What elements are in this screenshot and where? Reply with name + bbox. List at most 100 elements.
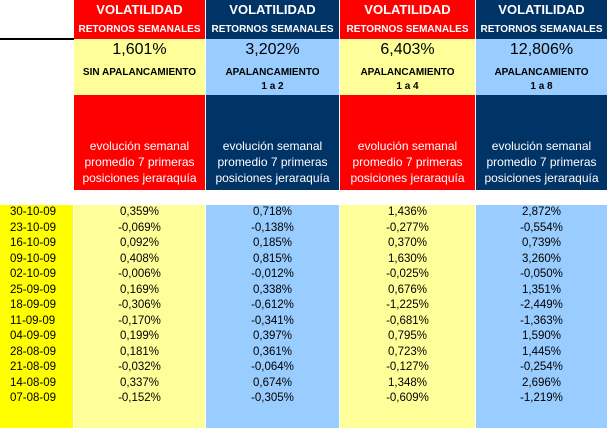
value-cell: 1,445% (521, 345, 561, 358)
description-cell: evolución semanal promedio 7 primeras po… (476, 95, 607, 190)
date-cell: 09-10-09 (10, 252, 57, 265)
leverage-label: APALANCAMIENTO 1 a 8 (476, 66, 607, 94)
value-cell: -0,305% (251, 392, 294, 404)
leverage-ratio: 1 a 2 (261, 81, 284, 92)
description-line: evolución semanal (89, 139, 190, 153)
value-cell: 1,590% (521, 330, 561, 342)
description-cell: evolución semanal promedio 7 primeras po… (206, 95, 339, 190)
value-cell: -1,219% (520, 392, 563, 404)
value-cell: 0,408% (119, 252, 159, 265)
volatilidad-header: VOLATILIDAD (476, 0, 607, 20)
column-apalancamiento-1a4: VOLATILIDAD RETORNOS SEMANALES 6,403% AP… (340, 0, 475, 428)
value-cell: 0,361% (252, 345, 292, 358)
date-cell: 02-10-09 (10, 268, 57, 280)
values-list: 1,436% -0,277% 0,370% 1,630% -0,025% 0,676% -1… (340, 205, 475, 428)
volatility-percent: 6,403% (380, 41, 435, 58)
value-cell: -0,341% (251, 314, 294, 327)
volatilidad-header: VOLATILIDAD (206, 0, 339, 20)
value-cell: 0,181% (119, 345, 159, 358)
description-line: posiciones jeraraquía (484, 171, 599, 185)
value-cell: 0,674% (252, 376, 292, 389)
date-cell: 18-09-09 (10, 299, 57, 311)
values-list: 0,359% -0,069% 0,092% 0,408% -0,006% 0,169% -0… (74, 205, 205, 428)
value-cell: 0,337% (119, 376, 159, 389)
value-cell: 0,718% (252, 206, 292, 218)
value-cell: -2,449% (520, 299, 563, 311)
value-cell: -0,306% (118, 299, 161, 311)
value-cell: 3,260% (521, 252, 561, 265)
date-cell: 07-08-09 (10, 392, 57, 404)
date-list: 30-10-09 23-10-09 16-10-09 09-10-09 02-10-09… (0, 205, 73, 428)
date-column: 30-10-09 23-10-09 16-10-09 09-10-09 02-10-09… (0, 0, 74, 428)
value-cell: 1,351% (521, 283, 561, 296)
retornos-header: RETORNOS SEMANALES (206, 20, 339, 39)
leverage-ratio: 1 a 4 (396, 81, 419, 92)
value-cell: -0,127% (386, 361, 429, 373)
volatility-summary-cell: 12,806% APALANCAMIENTO 1 a 8 (476, 39, 607, 95)
leverage-label: APALANCAMIENTO 1 a 2 (206, 66, 339, 94)
value-cell: 0,359% (119, 206, 159, 218)
value-cell: -0,609% (386, 392, 429, 404)
value-cell: -0,012% (251, 268, 294, 280)
retornos-header: RETORNOS SEMANALES (74, 20, 205, 39)
volatility-percent: 12,806% (509, 41, 574, 58)
description-line: promedio 7 primeras (486, 155, 597, 169)
value-cell: 0,169% (119, 283, 159, 296)
value-cell: -1,363% (520, 314, 563, 327)
value-cell: 0,199% (119, 330, 159, 342)
value-cell: -0,069% (118, 221, 161, 234)
date-cell: 30-10-09 (10, 206, 57, 218)
value-cell: 0,795% (387, 330, 427, 342)
leverage-text: APALANCAMIENTO (225, 67, 320, 78)
value-cell: -0,170% (118, 314, 161, 327)
volatility-percent: 1,601% (112, 41, 167, 58)
value-cell: 0,397% (252, 330, 292, 342)
volatility-summary-cell: 1,601% SIN APALANCAMIENTO (74, 39, 205, 95)
value-cell: 0,092% (119, 237, 159, 249)
values-list: 0,718% -0,138% 0,185% 0,815% -0,012% 0,338% -0… (206, 205, 339, 428)
value-cell: -0,138% (251, 221, 294, 234)
retornos-header: RETORNOS SEMANALES (340, 20, 475, 39)
value-cell: -0,681% (386, 314, 429, 327)
value-cell: 1,436% (387, 206, 427, 218)
value-cell: -0,612% (251, 299, 294, 311)
value-cell: 0,338% (252, 283, 292, 296)
date-cell: 16-10-09 (10, 237, 57, 249)
value-cell: -0,554% (520, 221, 563, 234)
header-divider (0, 38, 74, 40)
value-cell: -0,152% (118, 392, 161, 404)
volatilidad-header: VOLATILIDAD (74, 0, 205, 20)
column-sin-apalancamiento: VOLATILIDAD RETORNOS SEMANALES 1,601% SI… (74, 0, 205, 428)
description-line: evolución semanal (222, 139, 323, 153)
value-cell: 0,185% (252, 237, 292, 249)
value-cell: -0,025% (386, 268, 429, 280)
value-cell: -0,254% (520, 361, 563, 373)
description-cell: evolución semanal promedio 7 primeras po… (74, 95, 205, 190)
leverage-label: SIN APALANCAMIENTO (82, 67, 197, 78)
value-cell: 0,723% (387, 345, 427, 358)
value-cell: 2,872% (521, 206, 561, 218)
value-cell: 1,348% (387, 376, 427, 389)
description-cell: evolución semanal promedio 7 primeras po… (340, 95, 475, 190)
leverage-ratio: 1 a 8 (530, 81, 553, 92)
date-cell: 25-09-09 (10, 283, 57, 296)
values-list: 2,872% -0,554% 0,739% 3,260% -0,050% 1,351% -2… (476, 205, 607, 428)
retornos-header: RETORNOS SEMANALES (476, 20, 607, 39)
value-cell: 0,815% (252, 252, 292, 265)
leverage-text: APALANCAMIENTO (360, 67, 455, 78)
value-cell: -0,064% (251, 361, 294, 373)
description-line: posiciones jeraraquía (82, 171, 197, 185)
description-line: evolución semanal (491, 139, 592, 153)
value-cell: 0,370% (387, 237, 427, 249)
volatility-percent: 3,202% (245, 41, 300, 58)
value-cell: -0,050% (520, 268, 563, 280)
date-cell: 21-08-09 (10, 361, 57, 373)
value-cell: -0,032% (118, 361, 161, 373)
volatility-summary-cell: 6,403% APALANCAMIENTO 1 a 4 (340, 39, 475, 95)
date-cell: 23-10-09 (10, 221, 57, 234)
column-apalancamiento-1a2: VOLATILIDAD RETORNOS SEMANALES 3,202% AP… (206, 0, 339, 428)
value-cell: -0,006% (118, 268, 161, 280)
date-cell: 04-09-09 (10, 330, 57, 342)
volatilidad-header: VOLATILIDAD (340, 0, 475, 20)
